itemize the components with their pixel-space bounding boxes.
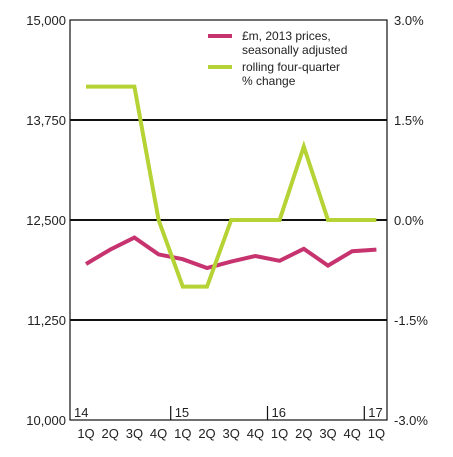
- right-axis-ticks: -3.0% -1.5% 0.0% 1.5% 3.0%: [394, 13, 428, 428]
- year-label: 14: [74, 405, 88, 420]
- left-tick-label: 13,750: [26, 113, 66, 128]
- year-label: 15: [175, 405, 189, 420]
- quarter-label: 3Q: [319, 426, 336, 441]
- quarter-label: 1Q: [368, 426, 385, 441]
- left-tick-label: 11,250: [27, 313, 66, 328]
- quarter-label: 1Q: [77, 426, 94, 441]
- legend-label: % change: [242, 74, 296, 88]
- legend: £m, 2013 prices,seasonally adjusted rolli…: [208, 29, 347, 88]
- left-axis-ticks: 10,000 11,250 12,500 13,750 15,000: [26, 13, 66, 428]
- quarter-label: 3Q: [126, 426, 143, 441]
- quarter-label: 1Q: [174, 426, 191, 441]
- legend-label: £m, 2013 prices,: [242, 29, 331, 43]
- left-tick-label: 12,500: [26, 213, 66, 228]
- left-tick-label: 15,000: [26, 13, 66, 28]
- axes: [69, 19, 388, 421]
- year-label: 17: [368, 405, 382, 420]
- plot-frame: [69, 19, 388, 421]
- series-line-change: [86, 84, 377, 289]
- quarter-label: 4Q: [344, 426, 361, 441]
- year-label: 16: [272, 405, 286, 420]
- series: [84, 84, 377, 289]
- right-tick-label: -3.0%: [394, 413, 428, 428]
- x-axis-ticks: 14 15 16 17 1Q 2Q 3Q 4Q 1Q 2Q 3Q 4Q 1Q 2Q 3Q 4Q 1Q: [74, 405, 385, 441]
- quarter-label: 4Q: [150, 426, 167, 441]
- quarter-label: 2Q: [295, 426, 312, 441]
- left-tick-label: 10,000: [26, 413, 66, 428]
- legend-label: seasonally adjusted: [242, 43, 347, 57]
- series-line-spending: [84, 235, 377, 271]
- quarter-label: 3Q: [223, 426, 240, 441]
- quarter-label: 2Q: [102, 426, 119, 441]
- right-tick-label: 3.0%: [394, 13, 424, 28]
- right-tick-label: -1.5%: [394, 313, 428, 328]
- legend-label: rolling four-quarter: [242, 60, 340, 74]
- right-tick-label: 0.0%: [394, 213, 424, 228]
- right-tick-label: 1.5%: [394, 113, 424, 128]
- quarter-label: 2Q: [198, 426, 215, 441]
- quarter-label: 4Q: [247, 426, 264, 441]
- quarter-label: 1Q: [271, 426, 288, 441]
